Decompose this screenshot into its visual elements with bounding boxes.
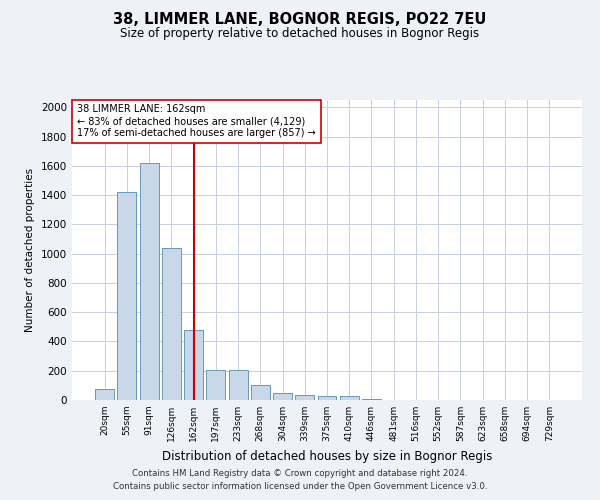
Bar [273,392,292,400]
Bar [118,192,136,400]
Bar [162,248,181,400]
Bar [362,398,381,400]
Text: 38, LIMMER LANE, BOGNOR REGIS, PO22 7EU: 38, LIMMER LANE, BOGNOR REGIS, PO22 7EU [113,12,487,28]
Bar [251,386,270,400]
Bar [317,396,337,400]
Bar [140,163,158,400]
Bar [295,395,314,400]
Y-axis label: Number of detached properties: Number of detached properties [25,168,35,332]
Bar [95,389,114,400]
Text: 38 LIMMER LANE: 162sqm
← 83% of detached houses are smaller (4,129)
17% of semi-: 38 LIMMER LANE: 162sqm ← 83% of detached… [77,104,316,138]
Bar [206,370,225,400]
Text: Size of property relative to detached houses in Bognor Regis: Size of property relative to detached ho… [121,28,479,40]
X-axis label: Distribution of detached houses by size in Bognor Regis: Distribution of detached houses by size … [162,450,492,462]
Bar [229,370,248,400]
Text: Contains public sector information licensed under the Open Government Licence v3: Contains public sector information licen… [113,482,487,491]
Text: Contains HM Land Registry data © Crown copyright and database right 2024.: Contains HM Land Registry data © Crown c… [132,468,468,477]
Bar [184,330,203,400]
Bar [340,396,359,400]
